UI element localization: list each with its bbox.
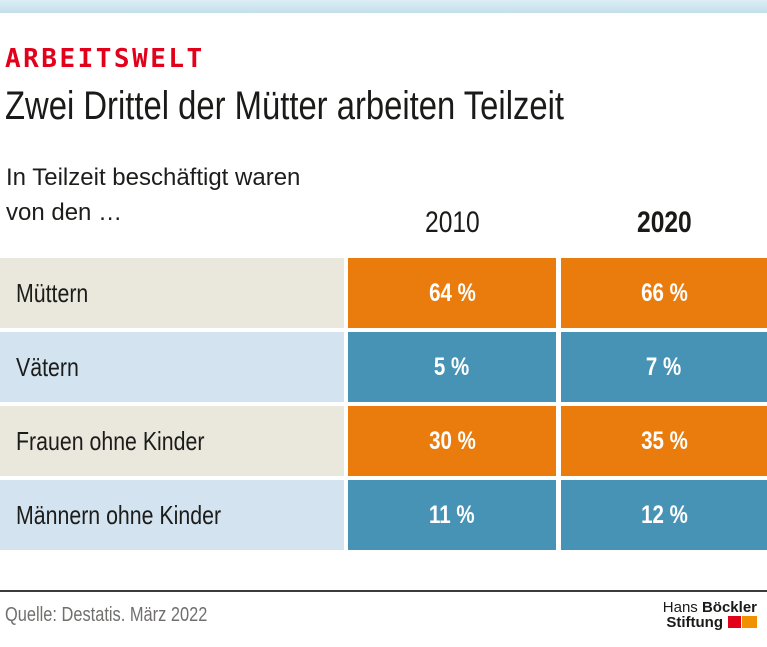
value-text: 5 % <box>434 352 470 381</box>
row-label-cell: Männern ohne Kinder <box>0 480 344 550</box>
chart-subtitle: In Teilzeit beschäftigt waren von den … <box>6 160 300 230</box>
logo-mark-orange-square-icon <box>742 616 757 628</box>
logo-mark-red-square-icon <box>728 616 741 628</box>
value-text: 64 % <box>428 278 476 307</box>
table-row: Müttern 64 % 66 % <box>0 258 767 328</box>
logo-line-2: Stiftung <box>663 615 757 630</box>
row-label: Männern ohne Kinder <box>16 499 222 530</box>
column-header-2020-text: 2020 <box>636 206 692 239</box>
logo-stiftung: Stiftung <box>666 614 723 631</box>
value-cell-2020: 7 % <box>561 332 767 402</box>
column-header-2010-text: 2010 <box>424 206 480 239</box>
column-header-2020: 2020 <box>561 206 767 240</box>
value-cell-2020: 66 % <box>561 258 767 328</box>
top-accent-bar <box>0 0 767 13</box>
source-note-text: Quelle: Destatis. März 2022 <box>5 604 208 626</box>
value-cell-2010: 64 % <box>348 258 556 328</box>
row-label: Frauen ohne Kinder <box>16 425 205 456</box>
subtitle-line-2: von den … <box>6 199 123 226</box>
row-label-cell: Vätern <box>0 332 344 402</box>
logo-hans: Hans <box>662 599 698 616</box>
value-text: 35 % <box>640 426 688 455</box>
table-row: Frauen ohne Kinder 30 % 35 % <box>0 406 767 476</box>
page-title: Zwei Drittel der Mütter arbeiten Teilzei… <box>5 84 687 129</box>
hans-boeckler-stiftung-logo: Hans Böckler Stiftung <box>663 600 757 630</box>
subtitle-line-1: In Teilzeit beschäftigt waren <box>6 164 301 191</box>
value-cell-2010: 30 % <box>348 406 556 476</box>
value-cell-2020: 12 % <box>561 480 767 550</box>
kicker-label: ARBEITSWELT <box>5 44 205 74</box>
column-header-2010: 2010 <box>348 206 556 240</box>
value-text: 11 % <box>429 500 475 529</box>
row-label-cell: Müttern <box>0 258 344 328</box>
table-row: Männern ohne Kinder 11 % 12 % <box>0 480 767 550</box>
value-text: 12 % <box>640 500 688 529</box>
value-text: 30 % <box>428 426 476 455</box>
row-label: Müttern <box>16 277 89 308</box>
value-cell-2020: 35 % <box>561 406 767 476</box>
value-text: 7 % <box>646 352 682 381</box>
logo-mark <box>728 615 757 630</box>
table-row: Vätern 5 % 7 % <box>0 332 767 402</box>
value-cell-2010: 5 % <box>348 332 556 402</box>
source-note: Quelle: Destatis. März 2022 <box>5 604 252 627</box>
row-label-cell: Frauen ohne Kinder <box>0 406 344 476</box>
page-title-text: Zwei Drittel der Mütter arbeiten Teilzei… <box>5 84 565 128</box>
footer-divider <box>0 590 767 592</box>
logo-boeckler: Böckler <box>701 599 757 616</box>
logo-line-1: Hans Böckler <box>663 600 757 615</box>
row-label: Vätern <box>16 351 79 382</box>
value-cell-2010: 11 % <box>348 480 556 550</box>
value-text: 66 % <box>640 278 688 307</box>
